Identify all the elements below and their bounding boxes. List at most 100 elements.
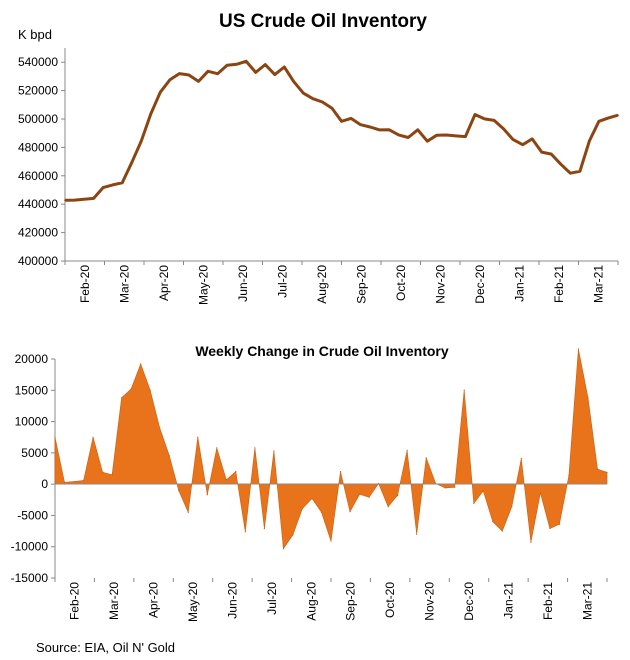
y-tick-label: 400000 [18, 254, 58, 268]
x-tick-label: Apr-20 [147, 582, 161, 618]
inventory-data-point [273, 73, 276, 76]
inventory-data-point [607, 117, 610, 119]
x-tick-label: Dec-20 [462, 582, 476, 621]
inventory-data-point [502, 128, 505, 130]
inventory-data-point [540, 151, 543, 153]
y-tick-label: 540000 [18, 55, 58, 69]
inventory-data-point [445, 134, 448, 136]
inventory-data-point [197, 80, 200, 83]
weekly-change-point [63, 481, 66, 483]
inventory-data-point [150, 113, 152, 115]
y-tick-label: 480000 [18, 140, 58, 154]
weekly-change-point [339, 471, 342, 473]
inventory-data-point [207, 70, 209, 73]
x-tick-label: Dec-20 [473, 265, 487, 304]
weekly-change-point [73, 481, 75, 483]
x-tick-label: Mar-21 [591, 265, 605, 303]
inventory-data-point [436, 134, 438, 136]
weekly-change-point [159, 427, 161, 429]
inventory-data-point [312, 97, 314, 100]
x-tick-label: Feb-21 [541, 582, 555, 620]
inventory-data-point [512, 138, 514, 141]
x-tick-label: May-20 [196, 265, 210, 305]
inventory-data-point [226, 64, 228, 67]
inventory-data-point [83, 198, 85, 201]
inventory-data-point [521, 143, 524, 146]
x-tick-label: Sep-20 [354, 265, 368, 304]
y-tick-label: -5000 [17, 508, 48, 522]
weekly-change-point [82, 479, 85, 481]
inventory-series-line [64, 59, 619, 202]
inventory-data-point [188, 74, 190, 76]
weekly-change-point [330, 540, 332, 542]
weekly-change-point [368, 496, 370, 498]
y-tick-label: 420000 [18, 226, 58, 240]
x-tick-label: Nov-20 [423, 582, 437, 621]
inventory-data-point [140, 140, 143, 142]
weekly-change-point [235, 471, 237, 473]
inventory-data-point [416, 128, 419, 131]
weekly-change-point [444, 487, 446, 489]
x-tick-label: Feb-21 [552, 265, 566, 303]
inventory-data-point [474, 113, 476, 116]
inventory-data-point [331, 107, 333, 110]
x-tick-label: Nov-20 [433, 265, 447, 304]
weekly-change-area-chart: Weekly Change in Crude Oil Inventory -15… [11, 343, 608, 622]
inventory-data-point [397, 134, 400, 136]
inventory-data-point [579, 170, 581, 173]
weekly-change-point [121, 397, 123, 399]
weekly-change-point [425, 457, 427, 459]
inventory-data-point [159, 91, 162, 93]
weekly-change-point [606, 471, 608, 473]
inventory-data-point [102, 186, 104, 189]
x-tick-label: Feb-20 [78, 265, 92, 303]
inventory-data-point [598, 120, 600, 123]
chart2-title: Weekly Change in Crude Oil Inventory [195, 343, 449, 359]
x-tick-label: Mar-21 [580, 582, 594, 620]
weekly-change-point [197, 436, 199, 438]
inventory-data-point [111, 184, 114, 186]
weekly-change-point [577, 348, 580, 350]
weekly-change-point [263, 527, 265, 530]
y-tick-label: 15000 [15, 383, 49, 397]
weekly-change-point [416, 533, 418, 535]
inventory-data-point [350, 117, 352, 120]
weekly-change-point [349, 511, 351, 513]
weekly-change-point [254, 447, 256, 449]
inventory-data-point [493, 119, 495, 122]
inventory-line-chart: US Crude Oil Inventory K bpd 400000 42000… [18, 11, 619, 305]
inventory-data-point [569, 172, 572, 175]
y-tick-label: -10000 [11, 540, 49, 554]
weekly-change-point [168, 454, 170, 456]
weekly-change-point [301, 507, 304, 510]
inventory-data-point [283, 66, 286, 68]
source-note: Source: EIA, Oil N' Gold [36, 640, 176, 655]
y-tick-label: 0 [41, 477, 48, 491]
weekly-change-point [482, 490, 484, 492]
x-tick-label: Aug-20 [315, 265, 329, 304]
weekly-change-point [282, 547, 285, 550]
weekly-change-point [140, 363, 142, 365]
inventory-data-point [302, 92, 305, 94]
inventory-data-point [293, 80, 295, 83]
weekly-change-point [501, 530, 503, 532]
weekly-change-point [568, 474, 570, 476]
weekly-change-point [406, 449, 408, 451]
weekly-change-point [244, 531, 246, 533]
weekly-change-point [549, 527, 551, 530]
inventory-data-point [254, 71, 257, 74]
inventory-data-point [64, 199, 66, 202]
weekly-change-point [320, 511, 323, 513]
weekly-change-point [292, 534, 294, 536]
x-tick-label: Oct-20 [394, 265, 408, 301]
weekly-change-point [130, 388, 132, 390]
y-tick-label: -15000 [11, 571, 49, 585]
x-tick-label: Jun-20 [225, 582, 239, 619]
inventory-data-point [130, 161, 133, 164]
inventory-data-point [235, 63, 238, 66]
x-tick-label: Jan-21 [501, 582, 515, 619]
inventory-data-point [550, 153, 553, 155]
weekly-change-point [225, 479, 227, 481]
y-tick-label: 440000 [18, 197, 58, 211]
